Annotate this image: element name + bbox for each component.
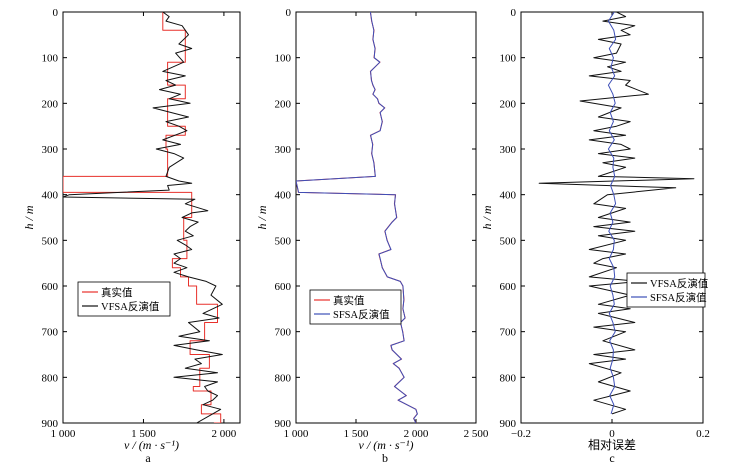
legend-box-a: [77, 281, 171, 317]
x-axis-label-b: v / (m · s⁻¹): [359, 438, 414, 452]
series-line-c-1: [607, 12, 617, 415]
y-tick-label-c: 100: [500, 53, 517, 65]
x-axis-label-c: 相对误差: [588, 438, 636, 452]
y-tick-label-a: 300: [42, 144, 59, 156]
y-tick-label-a: 400: [42, 190, 59, 202]
y-tick-label-b: 300: [275, 144, 292, 156]
panel-letter-b: b: [382, 451, 388, 465]
y-tick-label-c: 600: [500, 281, 517, 293]
x-tick-label-a: 1 500: [131, 428, 156, 440]
y-tick-label-b: 400: [275, 190, 292, 202]
series-line-a-0: [63, 12, 226, 423]
panel-letter-a: a: [145, 451, 151, 465]
y-tick-label-c: 700: [500, 327, 517, 339]
y-tick-label-c: 200: [500, 98, 517, 110]
panel-letter-c: c: [609, 451, 614, 465]
series-line-b-0: [296, 12, 418, 423]
y-tick-label-b: 200: [275, 98, 292, 110]
y-tick-label-c: 400: [500, 190, 517, 202]
plot-frame-b: [295, 11, 477, 424]
y-tick-label-c: 800: [500, 372, 517, 384]
y-tick-label-a: 100: [42, 53, 59, 65]
plot-frame-a: [62, 11, 241, 424]
y-tick-label-c: 500: [500, 235, 517, 247]
x-tick-label-b: 1 500: [344, 428, 369, 440]
y-tick-label-a: 200: [42, 98, 59, 110]
y-tick-label-b: 600: [275, 281, 292, 293]
series-line-c-0: [538, 12, 695, 415]
series-line-b-1: [296, 12, 418, 423]
y-tick-label-b: 700: [275, 327, 292, 339]
x-tick-label-b: 2 500: [464, 428, 489, 440]
legend-label-b-0: 真实值: [333, 294, 365, 307]
x-tick-label-b: 1 000: [284, 428, 309, 440]
legend-label-a-1: VFSA反演值: [101, 300, 160, 313]
panel-c: 0 100 200 300 400 500 600 700 800 900−0.2 0 0.2 相对误差…: [480, 7, 710, 452]
y-tick-label-b: 500: [275, 235, 292, 247]
y-tick-label-a: 500: [42, 235, 59, 247]
y-tick-label-a: 800: [42, 372, 59, 384]
legend-label-c-1: SFSA反演值: [650, 291, 707, 304]
y-tick-label-b: 900: [275, 418, 292, 430]
legend-label-b-1: SFSA反演值: [333, 308, 390, 321]
x-tick-label-c: 0.2: [696, 428, 710, 440]
legend-box-b: [309, 289, 402, 325]
y-tick-label-b: 0: [286, 7, 292, 19]
y-tick-label-b: 100: [275, 53, 292, 65]
x-tick-label-b: 2 000: [404, 428, 429, 440]
legend-box-c: [626, 272, 706, 308]
y-tick-label-a: 700: [42, 327, 59, 339]
x-tick-label-a: 1 000: [51, 428, 76, 440]
x-tick-label-a: 2 000: [212, 428, 237, 440]
series-line-a-1: [63, 12, 223, 423]
x-tick-label-c: 0: [609, 428, 615, 440]
y-tick-label-c: 0: [511, 7, 517, 19]
y-tick-label-b: 800: [275, 372, 292, 384]
y-tick-label-a: 900: [42, 418, 59, 430]
y-tick-label-c: 900: [500, 418, 517, 430]
y-tick-label-a: 600: [42, 281, 59, 293]
legend-label-c-0: VFSA反演值: [650, 277, 709, 290]
y-axis-label-b: h / m: [255, 205, 269, 229]
y-tick-label-a: 0: [53, 7, 59, 19]
y-axis-label-a: h / m: [22, 205, 36, 229]
legend-label-a-0: 真实值: [101, 286, 133, 299]
x-tick-label-c: −0.2: [511, 428, 531, 440]
x-axis-label-a: v / (m · s⁻¹): [124, 438, 179, 452]
y-axis-label-c: h / m: [480, 205, 494, 229]
y-tick-label-c: 300: [500, 144, 517, 156]
